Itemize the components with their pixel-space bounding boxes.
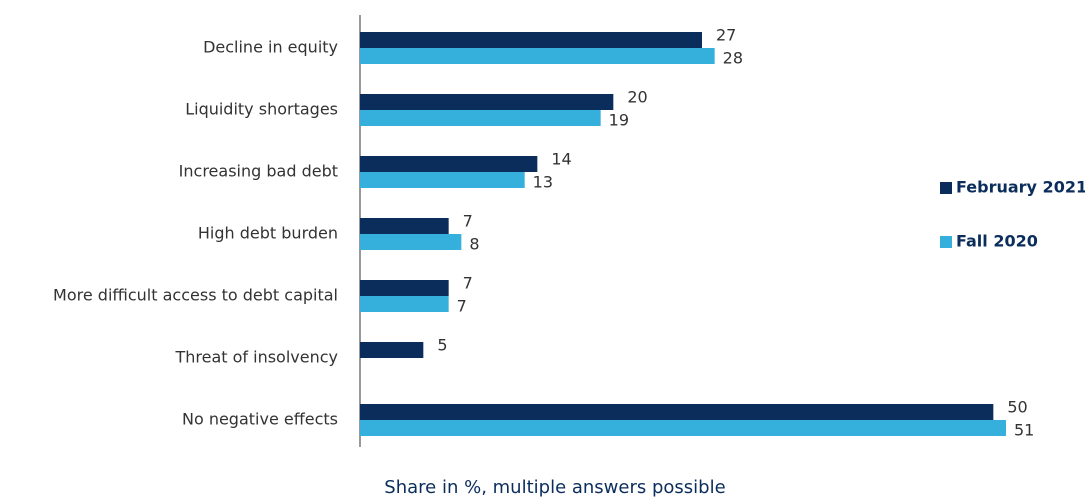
bar bbox=[360, 234, 462, 250]
bar bbox=[360, 172, 525, 188]
bar bbox=[360, 110, 601, 126]
bar bbox=[360, 218, 449, 234]
value-label: 19 bbox=[609, 111, 629, 130]
bar bbox=[360, 342, 424, 358]
category-label: Liquidity shortages bbox=[185, 100, 338, 119]
category-label: High debt burden bbox=[198, 224, 338, 243]
bar bbox=[360, 296, 449, 312]
legend-swatch bbox=[940, 182, 952, 194]
value-label: 27 bbox=[716, 26, 736, 45]
value-label: 7 bbox=[457, 297, 467, 316]
x-axis-label: Share in %, multiple answers possible bbox=[384, 477, 725, 498]
value-label: 51 bbox=[1014, 421, 1034, 440]
value-label: 5 bbox=[437, 336, 447, 355]
bar bbox=[360, 48, 715, 64]
value-label: 28 bbox=[723, 49, 743, 68]
category-label: Threat of insolvency bbox=[174, 348, 338, 367]
value-label: 7 bbox=[463, 274, 473, 293]
bar bbox=[360, 420, 1006, 436]
value-label: 8 bbox=[469, 235, 479, 254]
category-label: Decline in equity bbox=[203, 38, 338, 57]
legend-label: February 2021 bbox=[956, 178, 1085, 197]
value-label: 7 bbox=[463, 212, 473, 231]
legend-swatch bbox=[940, 236, 952, 248]
bar bbox=[360, 404, 994, 420]
value-label: 50 bbox=[1007, 398, 1027, 417]
category-label: More difficult access to debt capital bbox=[53, 286, 338, 305]
bar bbox=[360, 156, 538, 172]
value-label: 20 bbox=[627, 88, 647, 107]
category-label: Increasing bad debt bbox=[179, 162, 338, 181]
bar bbox=[360, 32, 702, 48]
value-label: 14 bbox=[551, 150, 571, 169]
category-label: No negative effects bbox=[182, 410, 338, 429]
legend-label: Fall 2020 bbox=[956, 232, 1038, 251]
bar bbox=[360, 280, 449, 296]
value-label: 13 bbox=[533, 173, 553, 192]
bar bbox=[360, 94, 614, 110]
